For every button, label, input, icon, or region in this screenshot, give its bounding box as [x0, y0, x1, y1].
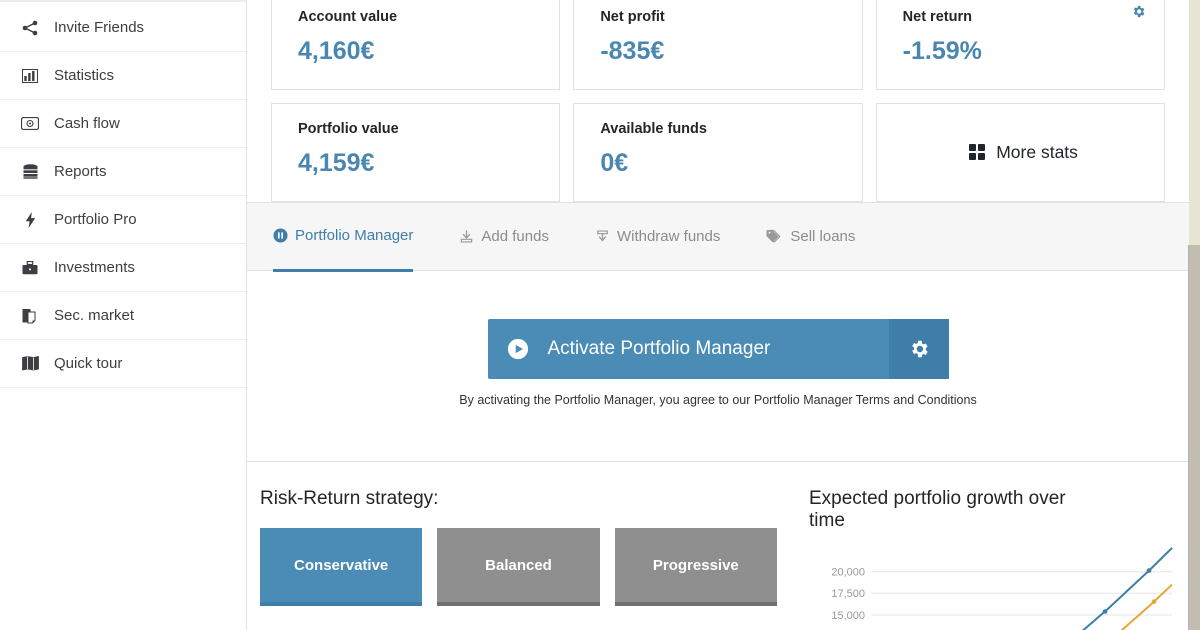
svg-text:20,000: 20,000 — [831, 567, 865, 579]
svg-text:17,500: 17,500 — [831, 588, 865, 600]
svg-text:15,000: 15,000 — [831, 610, 865, 622]
